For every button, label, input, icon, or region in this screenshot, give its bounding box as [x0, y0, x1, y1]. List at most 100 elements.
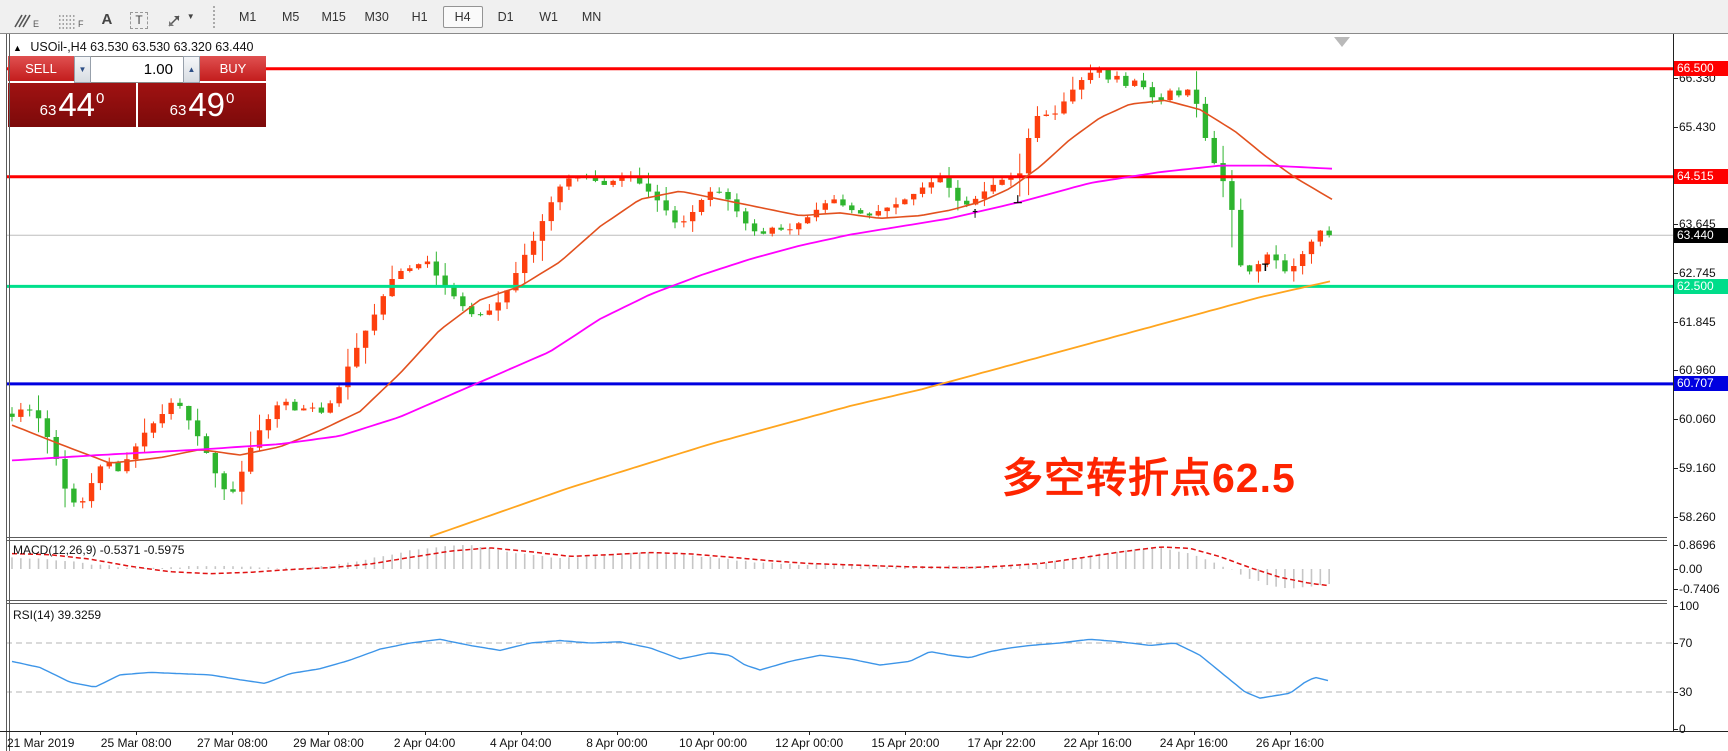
price-tick-label: 62.745: [1679, 266, 1716, 281]
collapse-triangle-icon[interactable]: ▲: [13, 43, 22, 53]
chart-object-marker[interactable]: †: [972, 208, 979, 220]
time-tick: [232, 731, 234, 735]
time-tick: [1193, 731, 1195, 735]
time-tick-label: 24 Apr 16:00: [1159, 736, 1228, 750]
volume-input[interactable]: [91, 56, 183, 83]
chart-shift-marker-icon[interactable]: [1334, 37, 1350, 47]
bid-price-int: 63: [39, 101, 57, 119]
timeframe-button-m30[interactable]: M30: [364, 9, 389, 24]
candlestick-series: [9, 64, 1332, 509]
macd-tick: [1673, 569, 1678, 570]
top-toolbar: E F A T ▼ M1 M5 M15 M30 H1 H4 D1 W1 MN: [0, 0, 1728, 34]
timeframe-button-mn[interactable]: MN: [581, 9, 602, 24]
time-tick-label: 21 Mar 2019: [7, 736, 75, 750]
price-tick: [1673, 468, 1678, 470]
text-tool-icon[interactable]: A: [101, 10, 113, 28]
time-tick: [616, 731, 618, 735]
time-tick-label: 26 Apr 16:00: [1255, 736, 1324, 750]
ohlc-values: 63.530 63.530 63.320 63.440: [90, 40, 254, 54]
price-badge-62.500: 62.500: [1674, 278, 1728, 294]
time-tick: [136, 731, 138, 735]
price-tick-label: 65.430: [1679, 119, 1716, 134]
price-tick-label: 60.960: [1679, 363, 1716, 378]
buy-button[interactable]: BUY: [200, 56, 266, 83]
time-tick-label: 22 Apr 16:00: [1063, 736, 1132, 750]
one-click-trading-panel: SELL ▼ ▲ BUY 63 44 0 63 49: [8, 56, 266, 127]
timeframe-button-w1[interactable]: W1: [539, 9, 558, 24]
time-tick: [1289, 731, 1291, 735]
macd-signal-line: [11, 546, 1328, 587]
volume-decrease-button[interactable]: ▼: [74, 56, 91, 83]
time-tick-label: 29 Mar 08:00: [293, 736, 364, 750]
sell-price-display[interactable]: 63 44 0: [8, 83, 136, 127]
dropdown-caret-icon[interactable]: ▼: [186, 12, 195, 21]
price-tick: [1673, 419, 1678, 421]
volume-increase-button[interactable]: ▲: [183, 56, 200, 83]
rsi-tick-label: 0: [1679, 721, 1686, 736]
bid-price-pip: 0: [96, 89, 105, 107]
time-tick: [1001, 731, 1003, 735]
price-tick-label: 60.060: [1679, 412, 1716, 427]
pane-resize-separator[interactable]: [6, 600, 1667, 604]
fibonacci-tool-icon[interactable]: F: [53, 3, 88, 31]
chart-object-marker[interactable]: T: [1262, 262, 1269, 274]
sell-button[interactable]: SELL: [8, 56, 74, 83]
time-tick-label: 15 Apr 20:00: [871, 736, 940, 750]
text-label-tool-icon[interactable]: T: [126, 3, 151, 31]
macd-tick-label: -0.7406: [1679, 582, 1720, 597]
macd-tick-label: 0.8696: [1679, 538, 1716, 553]
timeframe-button-m1[interactable]: M1: [238, 9, 257, 24]
chart-text-annotation[interactable]: 多空转折点62.5: [1002, 455, 1296, 501]
timeframe-button-h4[interactable]: H4: [442, 5, 483, 28]
price-tick-label: 61.845: [1679, 314, 1716, 329]
time-tick-label: 4 Apr 04:00: [490, 736, 552, 750]
buy-price-display[interactable]: 63 49 0: [138, 83, 266, 127]
macd-tick: [1673, 589, 1678, 591]
arrows-tool-icon[interactable]: ▼: [162, 3, 199, 31]
rsi-tick: [1673, 606, 1678, 608]
time-tick-label: 25 Mar 08:00: [100, 736, 172, 750]
timeframe-button-h1[interactable]: H1: [411, 9, 428, 24]
price-tick-label: 58.260: [1679, 510, 1716, 524]
timeframe-button-m5[interactable]: M5: [281, 9, 300, 24]
chart-left-frame: [6, 34, 10, 751]
ma-fast-line: [11, 99, 1333, 464]
price-tick-label: 63.645: [1679, 217, 1716, 232]
rsi-indicator-label: RSI(14) 39.3259: [13, 608, 102, 622]
timeframe-toolbar: M1 M5 M15 M30 H1 H4 D1 W1 MN: [228, 5, 612, 28]
rsi-line: [11, 638, 1329, 699]
drawing-tools-group: E F A T ▼: [0, 3, 199, 31]
timeframe-button-m15[interactable]: M15: [321, 9, 346, 24]
chart-ohlc-header: ▲ USOil-,H4 63.530 63.530 63.320 63.440: [13, 40, 254, 54]
toolbar-separator: [212, 5, 218, 28]
time-tick: [809, 731, 811, 735]
price-tick-label: 59.160: [1679, 461, 1716, 476]
price-badge-64.515: 64.515: [1674, 169, 1728, 185]
chart-object-marker[interactable]: ⊥: [1013, 194, 1023, 206]
time-tick-label: 10 Apr 00:00: [679, 736, 748, 750]
bid-price-main: 44: [58, 86, 96, 123]
price-badge-60.707: 60.707: [1674, 376, 1728, 392]
price-axis-line: [1673, 34, 1674, 731]
macd-indicator-label: MACD(12,26,9) -0.5371 -0.5975: [13, 543, 185, 557]
pane-resize-separator[interactable]: [6, 537, 1667, 541]
rsi-tick: [1673, 728, 1678, 730]
up-arrow-icon: ▲: [187, 65, 196, 74]
time-tick-label: 27 Mar 08:00: [196, 736, 268, 750]
rsi-tick: [1673, 643, 1678, 644]
rsi-tick-label: 70: [1679, 636, 1693, 650]
equidistant-channel-tool-icon[interactable]: E: [8, 3, 43, 31]
price-tick: [1673, 370, 1678, 372]
price-tick: [1673, 224, 1678, 226]
price-tick: [1673, 517, 1678, 518]
ask-price-main: 49: [188, 86, 226, 123]
price-tick: [1673, 126, 1678, 128]
ma-mid-line: [11, 164, 1333, 462]
timeframe-button-d1[interactable]: D1: [497, 9, 514, 24]
macd-tick: [1673, 545, 1678, 547]
symbol-label: USOil-,H4: [30, 40, 87, 54]
price-tick: [1673, 78, 1678, 79]
time-tick: [1097, 731, 1099, 735]
